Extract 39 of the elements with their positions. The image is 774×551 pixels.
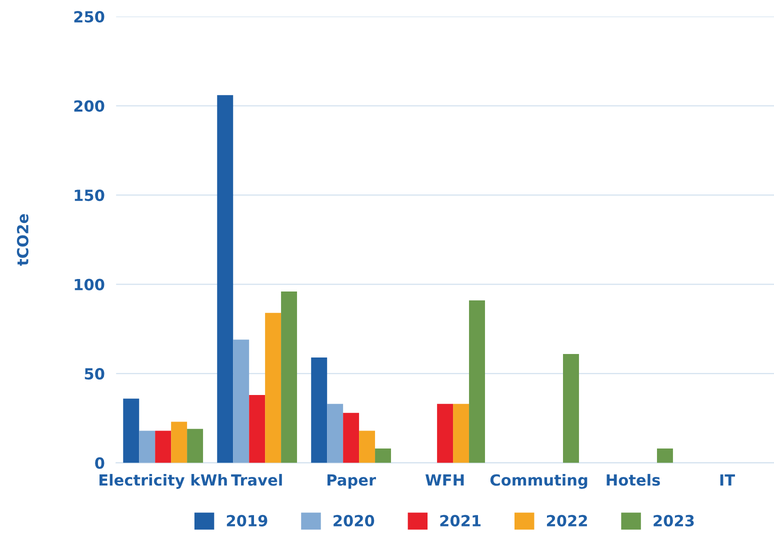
bar [123, 398, 140, 463]
bar [233, 340, 250, 463]
x-tick-label: Paper [328, 474, 376, 489]
bar [563, 354, 579, 463]
legend-label: 2021 [440, 514, 481, 526]
bar [375, 448, 392, 463]
bar [437, 404, 454, 463]
bar [469, 300, 485, 463]
bar [343, 412, 360, 463]
bar [281, 291, 298, 463]
bar [249, 395, 266, 463]
y-tick-label: 200 [74, 100, 104, 112]
legend-label: 2023 [654, 514, 694, 526]
bar [656, 448, 673, 463]
y-axis-title: tCO2e [16, 214, 28, 266]
legend-label: 2022 [546, 514, 587, 526]
bar [171, 422, 188, 463]
y-tick-label: 0 [95, 457, 104, 469]
x-tick-label: WFH [425, 474, 464, 486]
bar [187, 428, 204, 463]
bar [311, 358, 328, 463]
y-tick-label: 100 [74, 278, 104, 290]
bar [327, 404, 344, 463]
bar [155, 430, 172, 463]
legend-label: 2020 [334, 514, 374, 526]
y-tick-label: 250 [74, 10, 104, 23]
y-tick-label: 50 [84, 368, 104, 380]
legend-label: 2019 [226, 514, 268, 526]
x-tick-label: Electricity kWh [100, 474, 227, 489]
y-tick-label: 150 [74, 190, 104, 202]
x-tick-label: Commuting [490, 474, 588, 489]
bar [359, 430, 376, 463]
x-tick-label: Hotels [606, 474, 660, 486]
bar [453, 404, 470, 463]
bar [139, 430, 156, 463]
bar [265, 312, 282, 463]
x-tick-label: Travel [231, 474, 282, 486]
bar [217, 95, 234, 463]
x-tick-label: IT [720, 474, 735, 486]
